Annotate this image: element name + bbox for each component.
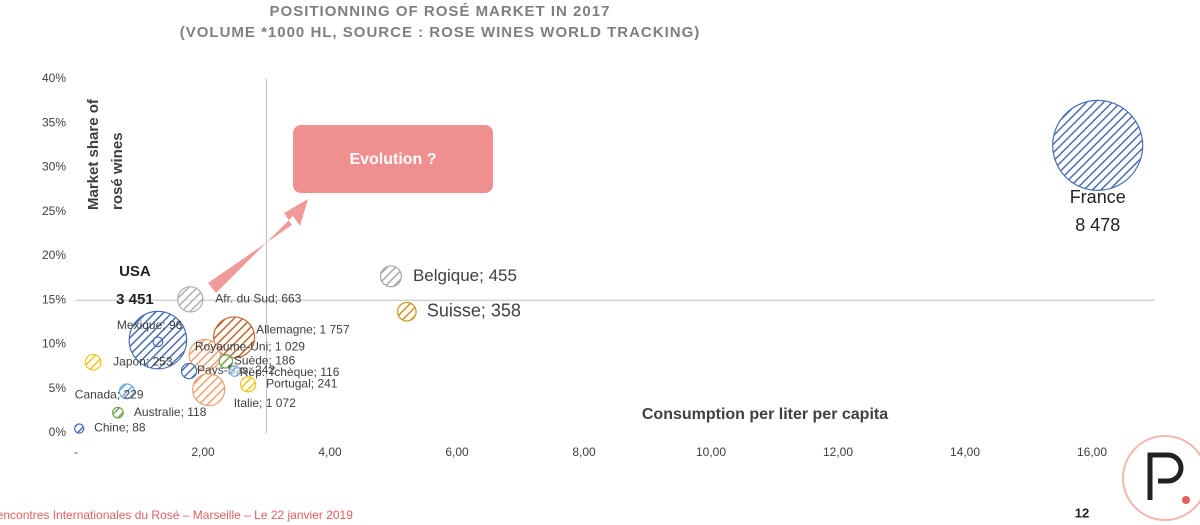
data-label: USA	[119, 263, 151, 280]
y-tick-label: 25%	[42, 204, 66, 218]
evolution-arrow	[208, 199, 308, 293]
x-axis-label: Consumption per liter per capita	[642, 406, 888, 423]
x-tick-label: -	[74, 445, 78, 459]
x-tick-label: 6,00	[445, 445, 469, 459]
data-label: Rép. Tchèque; 116	[240, 365, 340, 379]
page-number: 12	[1075, 505, 1089, 520]
bubble	[379, 265, 402, 288]
logo	[1122, 435, 1200, 521]
bubble	[84, 353, 102, 371]
data-label: Mexique; 96	[117, 318, 183, 332]
bubble	[180, 362, 198, 380]
bubble	[73, 423, 85, 434]
y-tick-label: 40%	[42, 71, 66, 85]
y-tick-label: 5%	[49, 381, 67, 395]
data-label: 8 478	[1075, 215, 1120, 235]
data-label: Allemagne; 1 757	[256, 323, 350, 337]
chart-subtitle: (VOLUME *1000 HL, SOURCE : ROSE WINES WO…	[180, 24, 701, 41]
bubble	[228, 365, 241, 377]
y-tick-label: 10%	[42, 337, 66, 351]
bubble	[213, 316, 256, 359]
x-tick-label: 8,00	[572, 445, 596, 459]
data-label: France	[1070, 187, 1126, 207]
data-label: Canada; 229	[75, 388, 144, 402]
x-tick-label: 16,00	[1077, 445, 1107, 459]
x-tick-label: 4,00	[318, 445, 342, 459]
annotation-box	[293, 125, 493, 193]
y-tick-label: 30%	[42, 160, 66, 174]
bubble	[239, 376, 257, 393]
bubble	[152, 336, 164, 348]
bubble	[218, 354, 234, 369]
x-tick-label: 12,00	[823, 445, 853, 459]
data-label: Australie; 118	[134, 405, 207, 419]
bubble	[112, 406, 124, 419]
x-tick-label: 14,00	[950, 445, 980, 459]
bubble	[188, 338, 222, 372]
chart-title: POSITIONNING OF ROSÉ MARKET IN 2017	[270, 3, 611, 20]
data-label: Afr. du Sud; 663	[215, 292, 301, 306]
data-label: Italie; 1 072	[234, 396, 296, 410]
y-tick-label: 15%	[42, 292, 66, 306]
y-axis-label: Market share of rosé wines	[85, 98, 126, 210]
data-label: Portugal; 241	[266, 376, 338, 390]
footer: Rencontres Internationales du Rosé – Mar…	[0, 508, 353, 522]
bubble	[396, 301, 417, 322]
data-label: Japon; 253	[113, 354, 173, 368]
y-tick-label: 0%	[49, 425, 67, 439]
data-label: Royaume-Uni; 1 029	[195, 339, 305, 353]
data-label: 3 451	[116, 291, 154, 308]
x-tick-label: 2,00	[191, 445, 215, 459]
x-tick-label: 10,00	[696, 445, 726, 459]
y-tick-label: 20%	[42, 248, 66, 262]
bubble	[177, 286, 204, 313]
bubble	[192, 373, 226, 407]
data-label: Belgique; 455	[413, 266, 517, 285]
plot: 0% 5% 10% 15% 20% 25% 30% 35% 40% - 2,00 4,00 6,00 8,…	[42, 71, 1155, 459]
data-label: Suisse; 358	[427, 301, 521, 321]
annotation: Evolution ?	[349, 151, 436, 168]
bubble	[1052, 99, 1144, 191]
bubble	[118, 383, 135, 400]
data-label: Suède; 186	[234, 353, 296, 367]
y-tick-label: 35%	[42, 115, 66, 129]
data-label: Chine; 88	[94, 421, 146, 435]
